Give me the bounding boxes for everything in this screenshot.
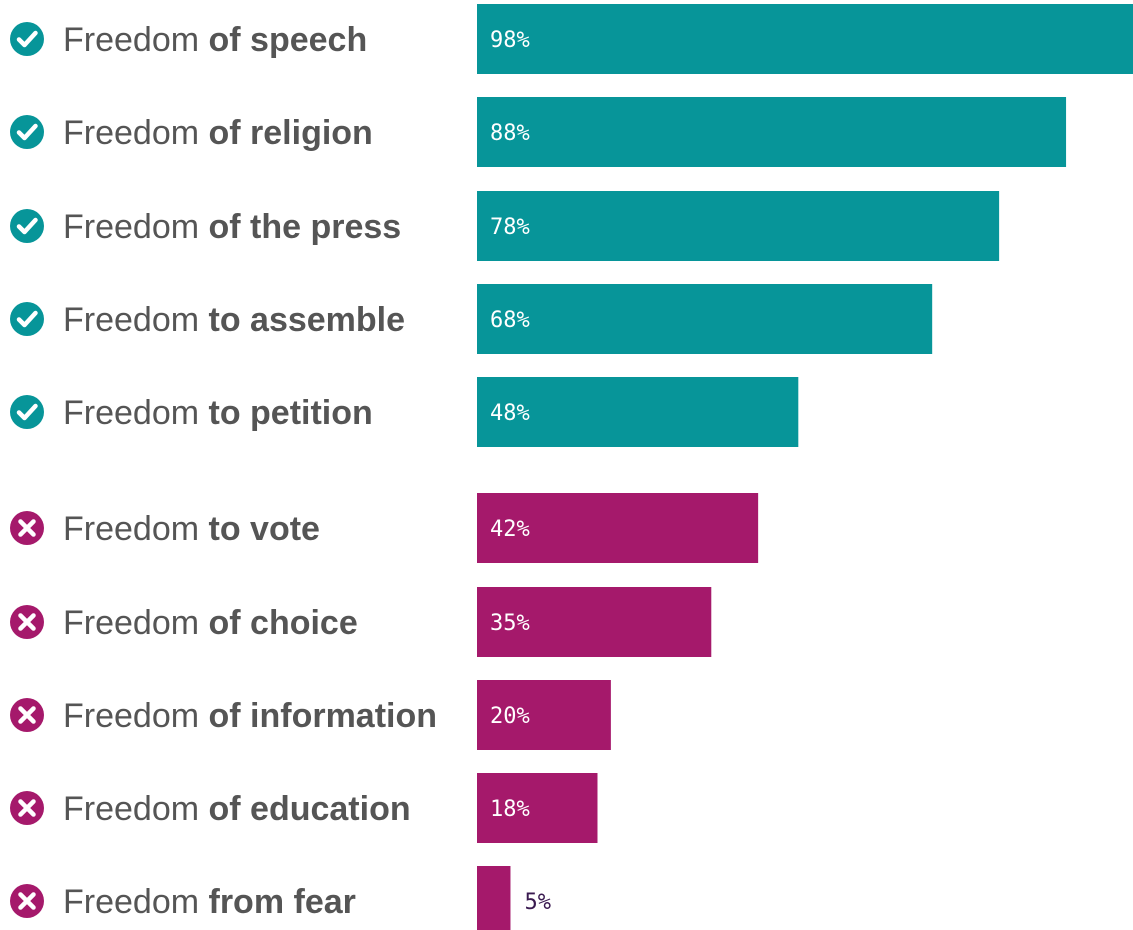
value-label: 78%	[490, 215, 530, 240]
x-circle-icon	[10, 884, 44, 918]
bar-row: Freedom of information 20%	[10, 680, 611, 750]
bar-row: Freedom to assemble 68%	[10, 284, 932, 354]
category-label-prefix: Freedom	[63, 510, 209, 548]
value-label: 68%	[490, 308, 530, 333]
category-label: Freedom of information	[63, 697, 437, 735]
category-label: Freedom from fear	[63, 883, 356, 921]
category-label: Freedom to vote	[63, 510, 320, 548]
category-label-prefix: Freedom	[63, 697, 209, 735]
category-label: Freedom of the press	[63, 208, 401, 246]
value-label: 20%	[490, 704, 530, 729]
bar-row: Freedom of the press 78%	[10, 191, 999, 261]
check-circle-icon	[10, 115, 44, 149]
value-label: 35%	[490, 611, 530, 636]
value-label: 18%	[490, 797, 530, 822]
category-label-prefix: Freedom	[63, 883, 209, 921]
category-label-emphasis: of choice	[209, 604, 358, 642]
check-circle-icon	[10, 302, 44, 336]
bar	[477, 866, 510, 930]
bar	[477, 4, 1133, 74]
category-label-emphasis: of the press	[209, 208, 402, 246]
category-label: Freedom of religion	[63, 114, 373, 152]
category-label-emphasis: to petition	[209, 394, 373, 432]
category-label: Freedom to petition	[63, 394, 373, 432]
category-label-prefix: Freedom	[63, 208, 209, 246]
category-label-emphasis: of religion	[209, 114, 373, 152]
bar-row: Freedom to vote 42%	[10, 493, 758, 563]
bar	[477, 284, 932, 354]
check-circle-icon	[10, 209, 44, 243]
x-circle-icon	[10, 791, 44, 825]
category-label-prefix: Freedom	[63, 21, 209, 59]
category-label-emphasis: of speech	[209, 21, 368, 59]
category-label: Freedom of speech	[63, 21, 367, 59]
value-label: 88%	[490, 121, 530, 146]
value-label: 42%	[490, 517, 530, 542]
x-circle-icon	[10, 605, 44, 639]
value-label: 98%	[490, 28, 530, 53]
x-circle-icon	[10, 511, 44, 545]
category-label-prefix: Freedom	[63, 790, 209, 828]
bar-row: Freedom to petition 48%	[10, 377, 798, 447]
check-circle-icon	[10, 22, 44, 56]
x-circle-icon	[10, 698, 44, 732]
bar-row: Freedom of choice 35%	[10, 587, 711, 657]
category-label-emphasis: of education	[209, 790, 411, 828]
bar	[477, 191, 999, 261]
value-label: 5%	[524, 890, 551, 915]
bar-row: Freedom of religion 88%	[10, 97, 1066, 167]
category-label-emphasis: from fear	[209, 883, 356, 921]
check-circle-icon	[10, 395, 44, 429]
bar-row: Freedom of speech 98%	[10, 4, 1133, 74]
value-label: 48%	[490, 401, 530, 426]
category-label: Freedom of choice	[63, 604, 358, 642]
bar-row: Freedom from fear 5%	[10, 866, 551, 930]
category-label: Freedom of education	[63, 790, 411, 828]
category-label-prefix: Freedom	[63, 394, 209, 432]
bar-row: Freedom of education 18%	[10, 773, 597, 843]
bar	[477, 97, 1066, 167]
category-label-prefix: Freedom	[63, 604, 209, 642]
category-label-emphasis: to assemble	[209, 301, 406, 339]
category-label-prefix: Freedom	[63, 301, 209, 339]
category-label-emphasis: to vote	[209, 510, 320, 548]
category-label-emphasis: of information	[209, 697, 438, 735]
category-label-prefix: Freedom	[63, 114, 209, 152]
category-label: Freedom to assemble	[63, 301, 405, 339]
